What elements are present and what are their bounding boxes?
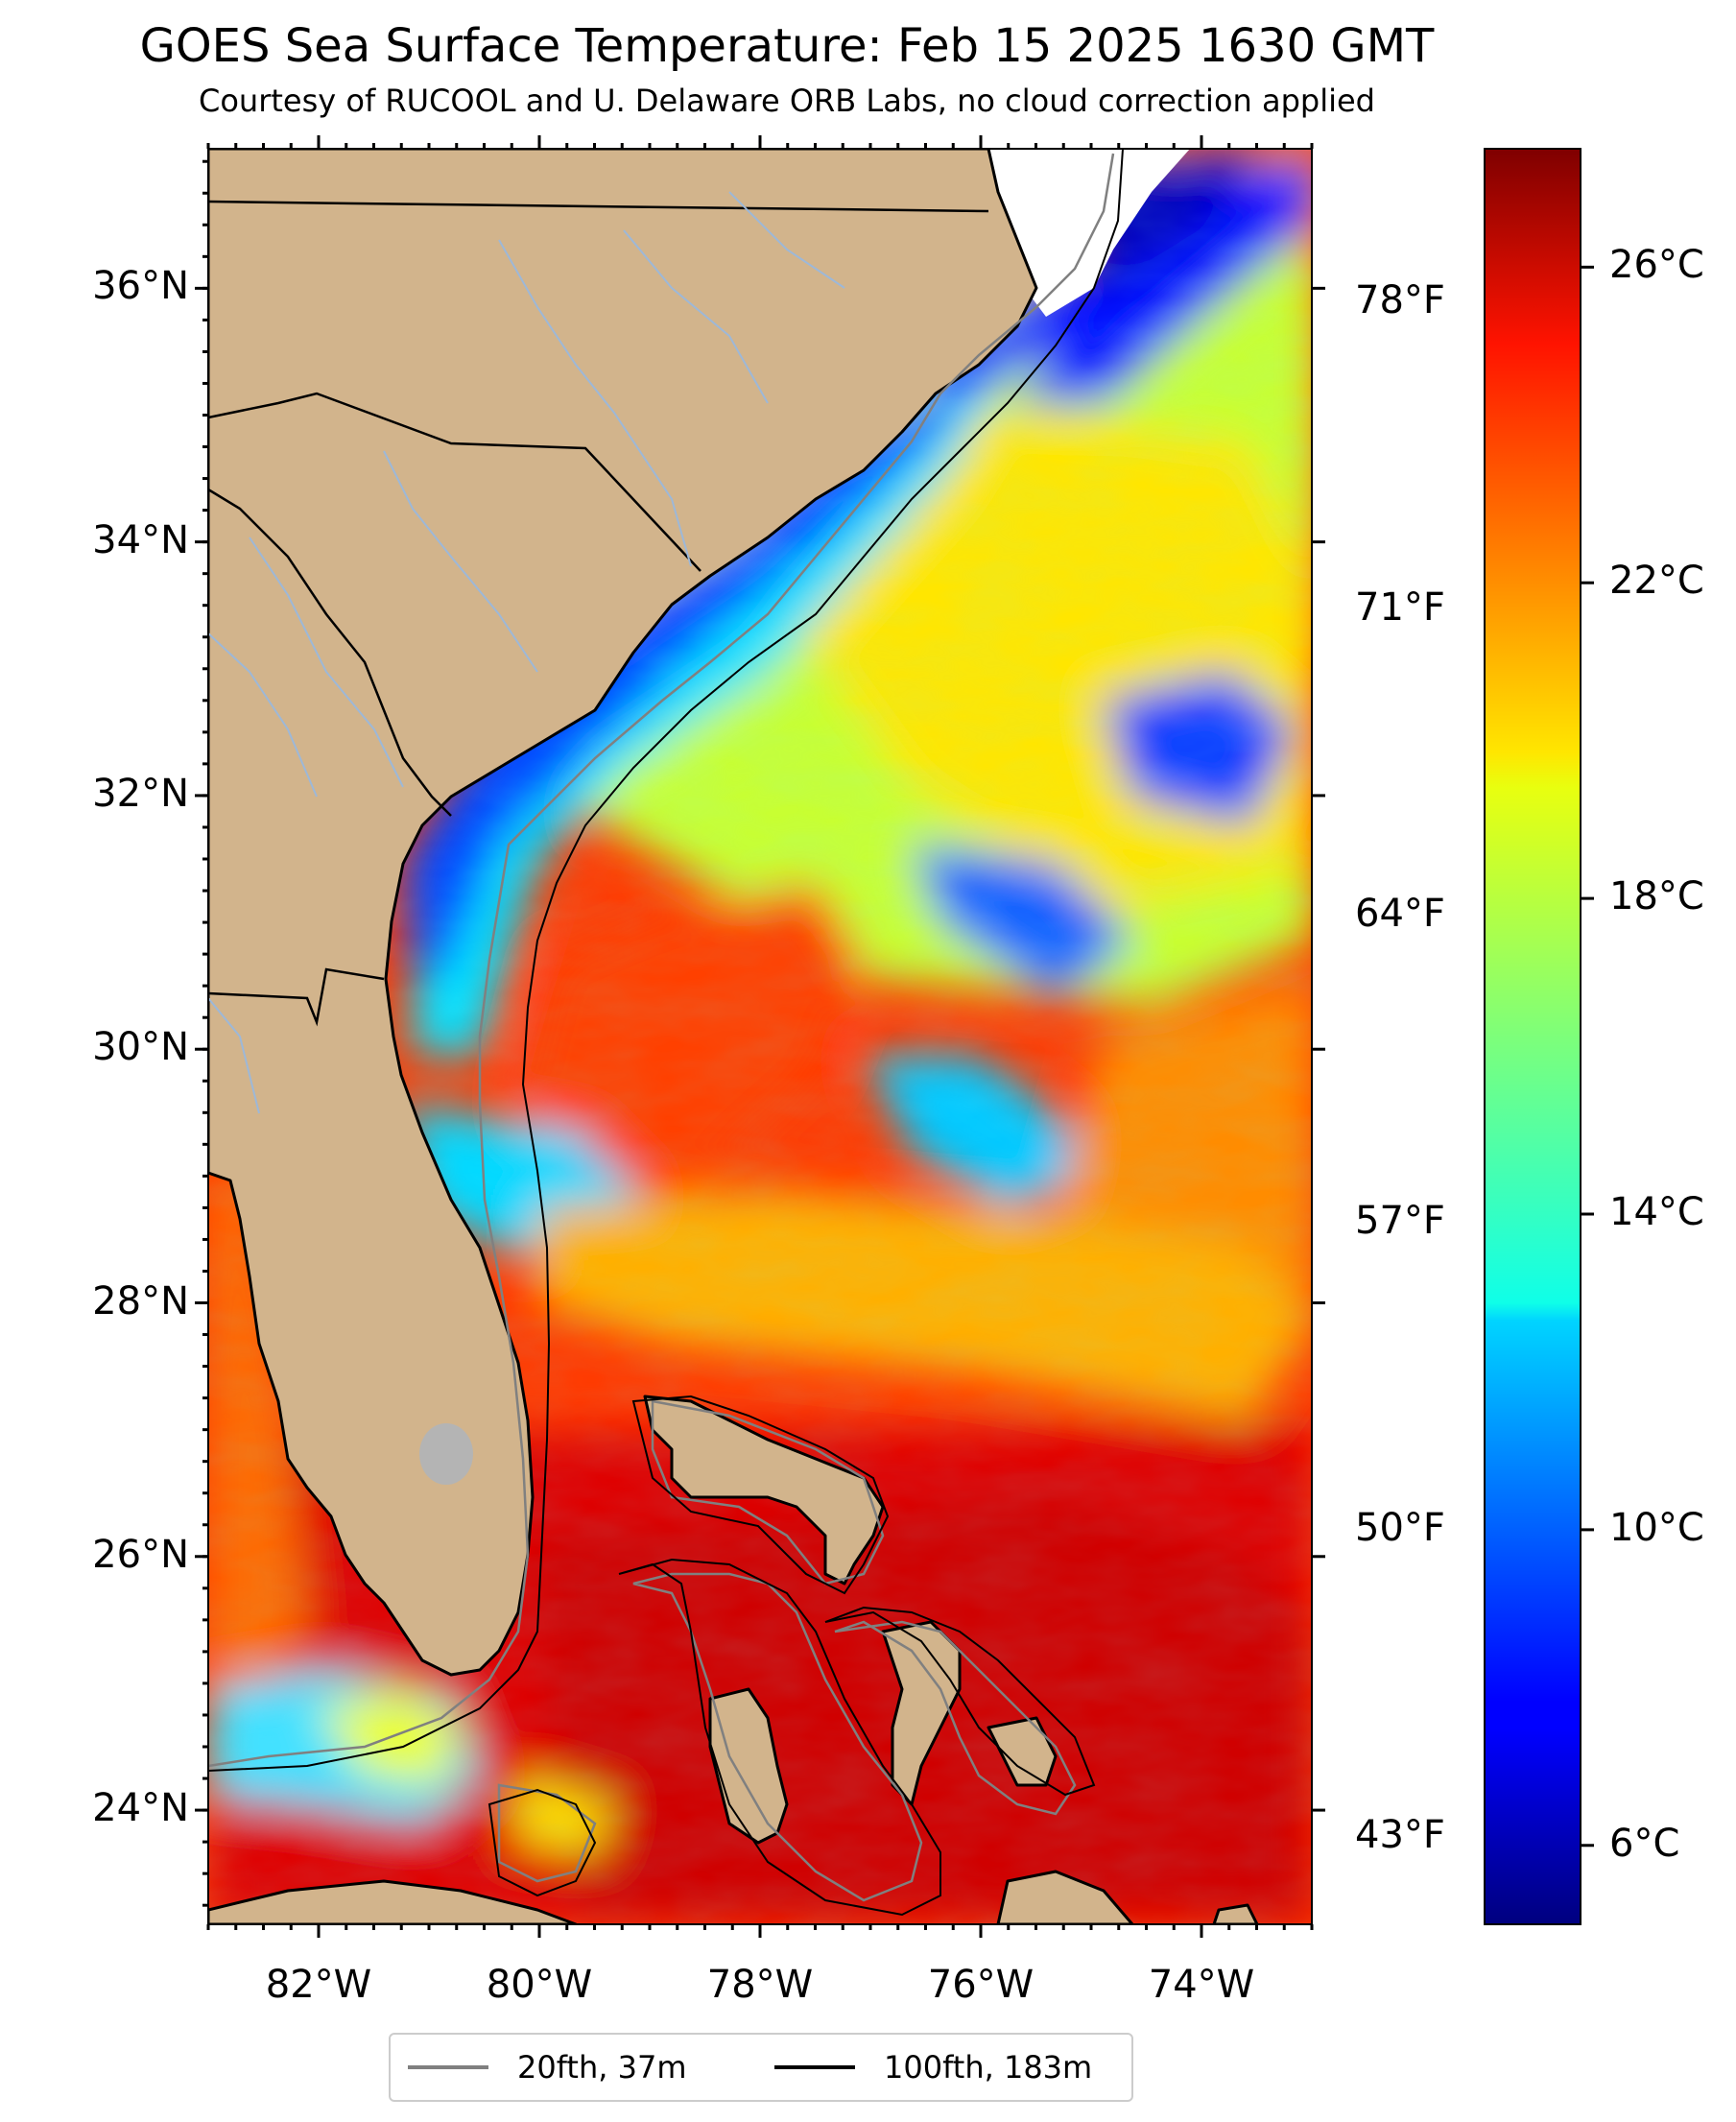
degF-tick-label: 71°F — [1355, 584, 1445, 630]
lon-tick-label: 76°W — [927, 1963, 1034, 2007]
rivers — [208, 191, 845, 1114]
lat-tick-label: 24°N — [92, 1786, 189, 1831]
isobath-20fth — [208, 153, 1115, 1902]
isobath-100fth — [208, 149, 1124, 1917]
colorbar-tick-label: 26°C — [1609, 243, 1704, 288]
lat-tick-label: 30°N — [92, 1025, 189, 1070]
colorbar — [1484, 148, 1581, 1925]
colorbar-tick-label: 14°C — [1609, 1190, 1704, 1234]
colorbar-tick-label: 6°C — [1609, 1821, 1680, 1866]
legend-item-100fth: 100fth, 183m — [774, 2048, 1092, 2086]
colorbar-tick-label: 18°C — [1609, 874, 1704, 919]
lat-tick-label: 26°N — [92, 1532, 189, 1577]
colorbar-tick-label: 10°C — [1609, 1505, 1704, 1550]
legend-item-20fth: 20fth, 37m — [408, 2048, 686, 2086]
lon-tick-label: 82°W — [265, 1963, 372, 2007]
degF-tick-label: 78°F — [1355, 277, 1445, 322]
legend-swatch-100fth — [774, 2065, 855, 2069]
state-borders — [208, 200, 989, 1027]
legend-swatch-20fth — [408, 2065, 488, 2069]
colorbar-tick-label: 22°C — [1609, 559, 1704, 604]
degF-tick-label: 50°F — [1355, 1505, 1445, 1550]
lat-tick-label: 36°N — [92, 264, 189, 309]
degF-tick-label: 64°F — [1355, 892, 1445, 937]
lon-tick-label: 78°W — [706, 1963, 814, 2007]
legend-label-20fth: 20fth, 37m — [517, 2049, 687, 2086]
figure-subtitle: Courtesy of RUCOOL and U. Delaware ORB L… — [199, 83, 1375, 119]
lat-tick-label: 32°N — [92, 771, 189, 816]
figure-title: GOES Sea Surface Temperature: Feb 15 202… — [139, 19, 1435, 73]
degF-tick-label: 43°F — [1355, 1812, 1445, 1857]
lat-tick-label: 28°N — [92, 1278, 189, 1323]
lat-tick-label: 34°N — [92, 517, 189, 562]
legend: 20fth, 37m 100fth, 183m — [389, 2033, 1133, 2102]
lon-tick-label: 74°W — [1148, 1963, 1255, 2007]
legend-label-100fth: 100fth, 183m — [884, 2049, 1093, 2086]
land-mass — [208, 149, 1259, 1924]
degF-tick-label: 57°F — [1355, 1199, 1445, 1244]
lon-tick-label: 80°W — [486, 1963, 593, 2007]
